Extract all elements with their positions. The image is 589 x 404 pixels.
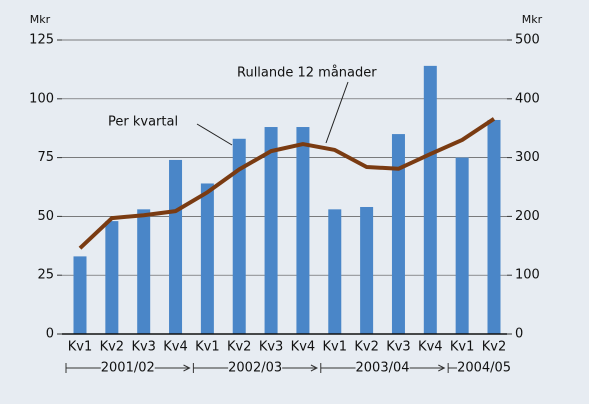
y2-axis-label: Mkr (522, 13, 543, 26)
group-arrow (310, 364, 319, 372)
bar (487, 119, 501, 334)
group-label-bg (100, 360, 155, 376)
y-tick-label: 0 (46, 327, 54, 342)
group-label: 2004/05 (457, 361, 511, 376)
bar (232, 138, 246, 334)
bar (360, 206, 374, 334)
y2-tick-label: 200 (515, 209, 540, 224)
x-tick-label: Kv2 (482, 340, 507, 355)
bar (296, 127, 310, 334)
y-axis-label: Mkr (30, 13, 51, 26)
bar (105, 221, 119, 334)
bar (455, 157, 469, 334)
y-tick-label: 75 (37, 150, 54, 165)
group-label-bg (457, 360, 512, 376)
x-tick-label: Kv4 (418, 340, 443, 355)
x-tick-label: Kv2 (227, 340, 252, 355)
group-label: 2001/02 (101, 361, 155, 376)
bar (73, 256, 87, 334)
group-arrow (183, 364, 191, 372)
x-tick-label: Kv1 (450, 340, 475, 355)
bar (169, 159, 183, 334)
group-label: 2003/04 (356, 361, 410, 376)
y2-tick-label: 300 (515, 150, 540, 165)
x-tick-label: Kv2 (354, 340, 379, 355)
x-tick-label: Kv3 (386, 340, 411, 355)
y2-tick-label: 400 (515, 91, 540, 106)
annotation-leader (325, 81, 349, 144)
bar (264, 127, 278, 334)
annotation-leader (196, 123, 233, 146)
line (78, 117, 496, 250)
y2-tick-label: 0 (515, 327, 523, 342)
x-tick-label: Kv1 (195, 340, 220, 355)
group-label-bg (228, 360, 283, 376)
bar (200, 183, 214, 334)
group-arrow (438, 364, 446, 372)
x-tick-label: Kv1 (68, 340, 93, 355)
y-tick-label: 25 (37, 268, 54, 283)
x-tick-label: Kv1 (323, 340, 348, 355)
bar (137, 209, 151, 334)
y2-tick-label: 100 (515, 268, 540, 283)
annotation: Per kvartal (108, 115, 178, 130)
x-tick-label: Kv4 (291, 340, 316, 355)
x-tick-label: Kv2 (100, 340, 125, 355)
bar (391, 134, 405, 334)
group-label-bg (355, 360, 410, 376)
x-tick-label: Kv4 (163, 340, 188, 355)
annotation: Rullande 12 månader (237, 66, 377, 81)
x-tick-label: Kv3 (131, 340, 156, 355)
y2-tick-label: 500 (515, 33, 540, 48)
y-tick-label: 100 (29, 91, 54, 106)
x-tick-label: Kv3 (259, 340, 284, 355)
bar (328, 209, 342, 334)
group-label: 2002/03 (228, 361, 282, 376)
y-tick-label: 125 (29, 33, 54, 48)
bar (423, 65, 437, 334)
y-tick-label: 50 (37, 209, 54, 224)
